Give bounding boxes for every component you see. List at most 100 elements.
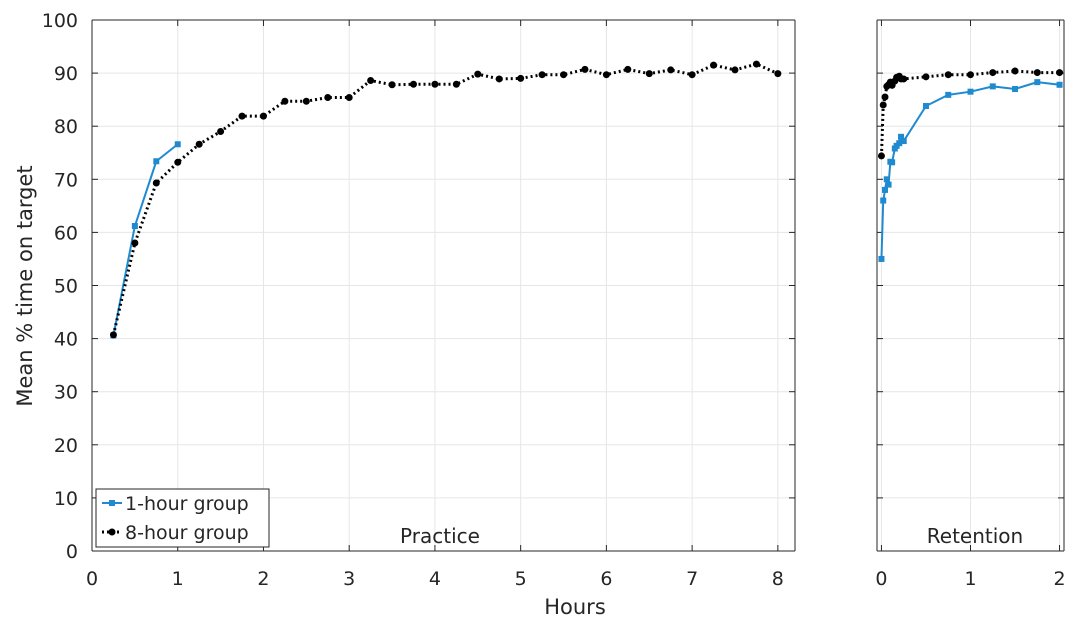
practice-1-hour-group-point-3 [174, 141, 181, 148]
practice-xtick-label-8: 8 [772, 568, 784, 590]
practice-1-hour-group-point-2 [153, 158, 160, 165]
ytick-label-50: 50 [54, 276, 78, 298]
retention-1-hour-group-point-14 [967, 88, 974, 95]
retention-xtick-label-2: 2 [1054, 568, 1066, 590]
legend-box [95, 488, 270, 548]
retention-1-hour-group-point-13 [945, 91, 952, 98]
legend-marker-8-hour [108, 528, 116, 536]
practice-8-hour-group-point-17 [474, 70, 482, 78]
retention-8-hour-group-point-13 [944, 71, 952, 79]
retention-8-hour-group-point-15 [989, 69, 997, 77]
practice-8-hour-group-point-11 [345, 94, 353, 102]
practice-xtick-label-7: 7 [686, 568, 698, 590]
practice-8-hour-group-point-31 [774, 70, 782, 78]
grid-lines [91, 19, 1064, 552]
retention-1-hour-group-point-16 [1012, 86, 1019, 93]
practice-8-hour-group-point-22 [581, 65, 589, 73]
y-axis-label: Mean % time on target [13, 165, 37, 406]
retention-1-hour-group-point-2 [882, 186, 889, 193]
ytick-label-30: 30 [54, 382, 78, 404]
practice-8-hour-group-point-13 [388, 81, 396, 89]
legend-marker-1-hour [109, 500, 115, 506]
practice-8-hour-group-point-16 [452, 80, 460, 88]
ytick-label-90: 90 [54, 63, 78, 85]
retention-1-hour-group-point-4 [885, 181, 892, 188]
practice-8-hour-group-point-26 [667, 66, 675, 74]
retention-panel-label: Retention [927, 524, 1023, 548]
ytick-label-10: 10 [54, 488, 78, 510]
practice-1-hour-group-point-1 [131, 223, 138, 230]
axes [91, 19, 1065, 552]
practice-8-hour-group-point-25 [645, 70, 653, 78]
practice-8-hour-group-point-27 [688, 71, 696, 79]
ytick-label-100: 100 [42, 10, 78, 32]
practice-xtick-label-4: 4 [429, 568, 441, 590]
practice-8-hour-group-point-5 [217, 128, 225, 136]
retention-1-hour-group-point-9 [896, 140, 903, 147]
practice-8-hour-group-point-2 [152, 179, 160, 187]
retention-1-hour-group-point-15 [989, 83, 996, 90]
practice-8-hour-group-point-30 [752, 60, 760, 68]
retention-1-hour-group-point-12 [922, 103, 929, 110]
practice-8-hour-group-point-1 [131, 239, 139, 247]
retention-8-hour-group-point-18 [1056, 69, 1064, 77]
ytick-label-70: 70 [54, 169, 78, 191]
retention-8-hour-group-point-2 [881, 93, 889, 101]
practice-8-hour-group-point-0 [109, 331, 117, 339]
retention-8-hour-group-point-1 [879, 101, 887, 109]
ytick-label-40: 40 [54, 329, 78, 351]
practice-8-hour-group-point-6 [238, 112, 246, 120]
practice-xtick-label-5: 5 [515, 568, 527, 590]
practice-8-hour-group-point-7 [259, 112, 267, 120]
x-axis-label: Hours [544, 595, 606, 619]
practice-8-hour-group-point-3 [174, 158, 182, 166]
practice-8-hour-group-point-29 [731, 66, 739, 74]
series-group [109, 60, 1064, 339]
practice-xtick-label-1: 1 [172, 568, 184, 590]
retention-1-hour-group-point-0 [878, 255, 885, 262]
practice-8-hour-group-point-14 [409, 80, 417, 88]
practice-8-hour-group-point-12 [367, 77, 375, 85]
retention-1-hour-group-point-17 [1034, 79, 1041, 86]
retention-1-hour-group-point-10 [898, 133, 905, 140]
retention-1-hour-group-point-1 [880, 197, 887, 204]
practice-8-hour-group-point-8 [281, 97, 289, 105]
practice-8-hour-group-point-18 [495, 75, 503, 83]
practice-panel-label: Practice [400, 524, 480, 548]
practice-8-hour-group-line [111, 62, 779, 336]
legend-label-1-hour: 1-hour group [125, 493, 249, 515]
retention-1-hour-group-point-3 [883, 176, 890, 183]
practice-8-hour-group-point-9 [302, 97, 310, 105]
ytick-label-20: 20 [54, 435, 78, 457]
retention-8-hour-group-point-0 [877, 152, 885, 160]
retention-xtick-label-0: 0 [875, 568, 887, 590]
ytick-label-80: 80 [54, 116, 78, 138]
practice-xtick-label-2: 2 [257, 568, 269, 590]
practice-8-hour-group-point-10 [324, 94, 332, 102]
retention-1-hour-group-point-6 [889, 159, 896, 166]
practice-xtick-label-0: 0 [86, 568, 98, 590]
retention-8-hour-group-point-12 [922, 73, 930, 81]
practice-8-hour-group-point-4 [195, 140, 203, 148]
retention-1-hour-group-point-11 [900, 138, 907, 145]
practice-xtick-label-6: 6 [600, 568, 612, 590]
retention-8-hour-group-point-11 [900, 75, 908, 83]
practice-8-hour-group-point-24 [624, 65, 632, 73]
practice-8-hour-group-point-15 [431, 80, 439, 88]
ytick-label-0: 0 [66, 541, 78, 563]
retention-1-hour-group-point-18 [1056, 81, 1063, 88]
practice-8-hour-group-point-19 [517, 74, 525, 82]
retention-xtick-label-1: 1 [964, 568, 976, 590]
practice-8-hour-group-point-23 [602, 71, 610, 79]
practice-8-hour-group-point-20 [538, 71, 546, 79]
legend-label-8-hour: 8-hour group [125, 522, 249, 544]
practice-8-hour-group-point-21 [560, 71, 568, 79]
legend: 1-hour group 8-hour group [95, 488, 270, 548]
practice-8-hour-group-point-28 [710, 61, 718, 69]
practice-1-hour-group-line [112, 143, 179, 336]
retention-8-hour-group-point-16 [1011, 67, 1019, 75]
ytick-label-60: 60 [54, 222, 78, 244]
practice-xtick-label-3: 3 [343, 568, 355, 590]
